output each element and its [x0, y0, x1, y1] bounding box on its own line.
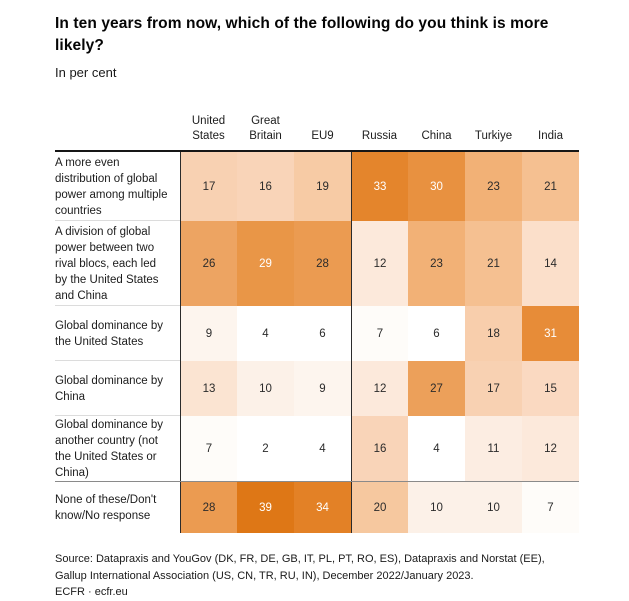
heatmap-cell: 26: [180, 221, 237, 306]
brand-line: ECFR · ecfr.eu: [55, 586, 128, 598]
heatmap-cell: 2: [237, 416, 294, 481]
heatmap-cell: 12: [351, 361, 408, 416]
heatmap-cell: 7: [180, 416, 237, 481]
heatmap-cell: 10: [465, 482, 522, 533]
column-header: Great Britain: [249, 115, 282, 142]
row-label: A division of global power between two r…: [55, 225, 159, 302]
heatmap-cell: 33: [351, 152, 408, 221]
heatmap-cell: 16: [351, 416, 408, 481]
row-label: Global dominance by the United States: [55, 319, 164, 348]
heatmap-cell: 4: [294, 416, 351, 481]
heatmap-cell: 14: [522, 221, 579, 306]
page-title: In ten years from now, which of the foll…: [55, 15, 549, 54]
heatmap-cell: 10: [408, 482, 465, 533]
row-label: Global dominance by China: [55, 374, 164, 403]
heatmap-cell: 11: [465, 416, 522, 481]
heatmap-cell: 7: [522, 482, 579, 533]
heatmap-cell: 21: [522, 152, 579, 221]
heatmap-body: A more even distribution of global power…: [55, 150, 579, 533]
table-row: Global dominance by another country (not…: [55, 416, 579, 481]
heatmap-cell: 18: [465, 306, 522, 361]
heatmap-cell: 12: [522, 416, 579, 481]
table-row: A more even distribution of global power…: [55, 152, 579, 221]
heatmap-cell: 30: [408, 152, 465, 221]
heatmap-cell: 4: [408, 416, 465, 481]
column-header: Russia: [361, 130, 398, 142]
heatmap-cell: 20: [351, 482, 408, 533]
heatmap-cell: 17: [180, 152, 237, 221]
heatmap-cell: 21: [465, 221, 522, 306]
heatmap-cell: 39: [237, 482, 294, 533]
column-header: China: [421, 130, 452, 142]
heatmap-cell: 28: [294, 221, 351, 306]
heatmap-cell: 6: [408, 306, 465, 361]
heatmap-cell: 9: [294, 361, 351, 416]
heatmap-cell: 29: [237, 221, 294, 306]
heatmap-cell: 19: [294, 152, 351, 221]
heatmap-cell: 16: [237, 152, 294, 221]
column-header: India: [538, 130, 563, 142]
table-row: Global dominance by the United States 9 4 6…: [55, 306, 579, 361]
row-label: Global dominance by another country (not…: [55, 418, 164, 479]
row-label: None of these/Don't know/No response: [55, 493, 157, 522]
unit-label: In per cent: [55, 65, 117, 80]
heatmap-table: United States Great Britain EU9 Russia China…: [55, 102, 579, 533]
heatmap-cell: 4: [237, 306, 294, 361]
heatmap-cell: 10: [237, 361, 294, 416]
table-row: None of these/Don't know/No response 28 39…: [55, 481, 579, 533]
table-row: Global dominance by China 13 10 9 12 27 17 15: [55, 361, 579, 416]
source-note: Source: Datapraxis and YouGov (DK, FR, D…: [55, 553, 545, 582]
column-header-row: United States Great Britain EU9 Russia China…: [55, 102, 579, 150]
heatmap-cell: 12: [351, 221, 408, 306]
column-header: United States: [191, 115, 226, 142]
heatmap-cell: 27: [408, 361, 465, 416]
column-header: EU9: [311, 130, 334, 142]
heatmap-cell: 13: [180, 361, 237, 416]
heatmap-cell: 6: [294, 306, 351, 361]
heatmap-cell: 23: [408, 221, 465, 306]
column-header: Turkiye: [474, 130, 513, 142]
heatmap-cell: 34: [294, 482, 351, 533]
heatmap-cell: 23: [465, 152, 522, 221]
heatmap-cell: 28: [180, 482, 237, 533]
heatmap-cell: 31: [522, 306, 579, 361]
table-row: A division of global power between two r…: [55, 221, 579, 306]
heatmap-cell: 17: [465, 361, 522, 416]
heatmap-cell: 15: [522, 361, 579, 416]
heatmap-cell: 7: [351, 306, 408, 361]
footer: Source: Datapraxis and YouGov (DK, FR, D…: [55, 551, 579, 601]
heatmap-cell: 9: [180, 306, 237, 361]
row-label: A more even distribution of global power…: [55, 156, 168, 217]
